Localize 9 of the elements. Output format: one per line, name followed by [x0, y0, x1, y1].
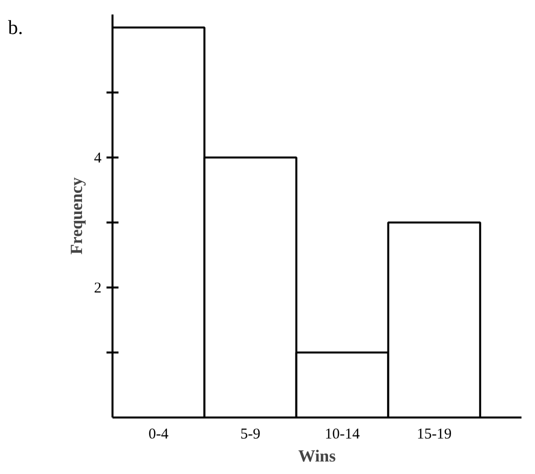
x-axis-title: Wins	[298, 446, 336, 466]
x-tick-label: 15-19	[416, 426, 452, 442]
x-tick-label: 10-14	[324, 426, 360, 442]
y-tick-label: 4	[94, 150, 102, 166]
x-tick-label: 0-4	[148, 426, 169, 442]
y-axis-title: Frequency	[67, 176, 86, 255]
x-tick-label: 5-9	[240, 426, 260, 442]
text: b.	[8, 16, 23, 41]
y-tick-label: 2	[94, 280, 102, 296]
